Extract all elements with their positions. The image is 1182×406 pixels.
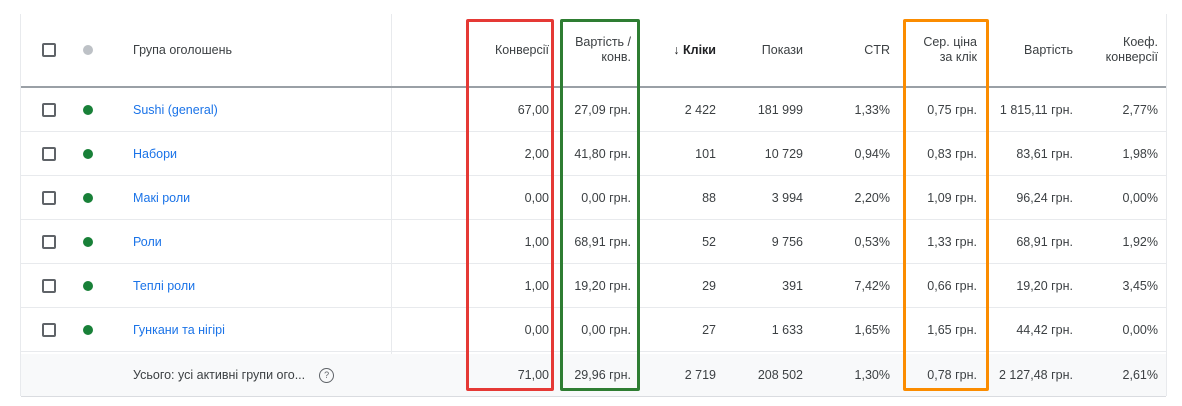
cell-cost: 96,24 грн.	[1016, 190, 1073, 205]
table-header: Група оголошень Конверсії Вартість / кон…	[21, 14, 1166, 88]
table-row: Гункани та нігірі 0,00 0,00 грн. 27 1 633 1,6…	[21, 308, 1166, 352]
total-cost: 2 127,48 грн.	[998, 368, 1073, 382]
cell-avg-cpc: 1,09 грн.	[927, 190, 977, 205]
cell-clicks: 27	[702, 322, 716, 337]
cell-impressions: 3 994	[771, 190, 803, 205]
totals-label: Усього: усі активні групи ого... ?	[133, 354, 335, 396]
table-row: Sushi (general) 67,00 27,09 грн. 2 422 181 9…	[21, 88, 1166, 132]
cell-conversions: 67,00	[517, 102, 549, 117]
cell-cost-per-conv: 19,20 грн.	[574, 278, 631, 293]
cell-conv-rate: 0,00%	[1122, 322, 1158, 337]
cell-conv-rate: 1,92%	[1122, 234, 1158, 249]
ad-group-link[interactable]: Теплі роли	[133, 278, 196, 293]
cell-avg-cpc: 0,75 грн.	[927, 102, 977, 117]
ad-group-link[interactable]: Гункани та нігірі	[133, 322, 225, 337]
cell-impressions: 391	[782, 278, 803, 293]
row-checkbox[interactable]	[42, 146, 56, 161]
header-cost-per-conv[interactable]: Вартість / конв.	[575, 35, 631, 64]
cell-clicks: 29	[702, 278, 716, 293]
total-impressions: 208 502	[757, 368, 803, 382]
cell-conversions: 2,00	[524, 146, 549, 161]
column-divider	[391, 14, 392, 396]
status-enabled-icon	[83, 192, 93, 203]
cost-per-conv-highlight-box	[560, 19, 640, 391]
total-cost-per-conv: 29,96 грн.	[574, 368, 631, 382]
header-ad-group[interactable]: Група оголошень	[133, 42, 233, 57]
cell-cost-per-conv: 68,91 грн.	[574, 234, 631, 249]
cell-conversions: 1,00	[524, 278, 549, 293]
help-icon[interactable]: ?	[319, 367, 335, 383]
cell-clicks: 101	[695, 146, 716, 161]
ad-group-link[interactable]: Макі роли	[133, 190, 191, 205]
row-checkbox[interactable]	[42, 234, 56, 249]
select-all-checkbox[interactable]	[42, 43, 56, 57]
cell-cost: 19,20 грн.	[1016, 278, 1073, 293]
cell-conv-rate: 2,77%	[1122, 102, 1158, 117]
cell-ctr: 1,65%	[854, 322, 890, 337]
header-impressions[interactable]: Покази	[761, 42, 803, 57]
cell-cost: 68,91 грн.	[1016, 234, 1073, 249]
table-row: Теплі роли 1,00 19,20 грн. 29 391 7,42% 0,66 г…	[21, 264, 1166, 308]
header-avg-cpc[interactable]: Сер. ціна за клік	[923, 35, 977, 64]
total-conversions: 71,00	[517, 368, 549, 382]
header-conversions[interactable]: Конверсії	[494, 42, 549, 57]
row-checkbox[interactable]	[42, 278, 56, 293]
cell-clicks: 88	[702, 190, 716, 205]
status-enabled-icon	[83, 280, 93, 291]
header-cost[interactable]: Вартість	[1024, 42, 1073, 57]
ad-group-link[interactable]: Роли	[133, 234, 162, 249]
status-enabled-icon	[83, 104, 93, 115]
table-row: Роли 1,00 68,91 грн. 52 9 756 0,53% 1,33 грн. 6…	[21, 220, 1166, 264]
cell-avg-cpc: 1,65 грн.	[927, 322, 977, 337]
cell-clicks: 52	[702, 234, 716, 249]
row-checkbox[interactable]	[42, 322, 56, 337]
status-column-icon	[83, 45, 93, 55]
ad-group-link[interactable]: Sushi (general)	[133, 102, 218, 117]
cell-ctr: 7,42%	[854, 278, 890, 293]
cell-conversions: 0,00	[524, 322, 549, 337]
cell-cost: 83,61 грн.	[1016, 146, 1073, 161]
total-avg-cpc: 0,78 грн.	[927, 368, 977, 382]
cell-cost: 44,42 грн.	[1016, 322, 1073, 337]
cell-impressions: 10 729	[764, 146, 803, 161]
total-conv-rate: 2,61%	[1122, 368, 1158, 382]
table-row: Набори 2,00 41,80 грн. 101 10 729 0,94% 0,83 г…	[21, 132, 1166, 176]
cell-ctr: 1,33%	[854, 102, 890, 117]
cell-conversions: 0,00	[524, 190, 549, 205]
status-enabled-icon	[83, 324, 93, 335]
cell-ctr: 0,53%	[854, 234, 890, 249]
cell-cost: 1 815,11 грн.	[999, 102, 1073, 117]
cell-impressions: 1 633	[771, 322, 803, 337]
status-enabled-icon	[83, 148, 93, 159]
cell-avg-cpc: 0,83 грн.	[927, 146, 977, 161]
header-clicks-sorted[interactable]: ↓ Кліки	[673, 42, 716, 57]
row-checkbox[interactable]	[42, 190, 56, 205]
conversions-highlight-box	[466, 19, 554, 391]
ad-group-link[interactable]: Набори	[133, 146, 178, 161]
cell-conv-rate: 0,00%	[1122, 190, 1158, 205]
header-conv-rate[interactable]: Коеф. конверсії	[1105, 35, 1158, 64]
avg-cpc-highlight-box	[903, 19, 989, 391]
cell-conversions: 1,00	[524, 234, 549, 249]
cell-impressions: 9 756	[771, 234, 803, 249]
cell-impressions: 181 999	[757, 102, 803, 117]
cell-cost-per-conv: 41,80 грн.	[574, 146, 631, 161]
cell-avg-cpc: 0,66 грн.	[927, 278, 977, 293]
cell-cost-per-conv: 0,00 грн.	[581, 190, 631, 205]
row-checkbox[interactable]	[42, 102, 56, 117]
cell-ctr: 2,20%	[854, 190, 890, 205]
cell-conv-rate: 3,45%	[1122, 278, 1158, 293]
cell-cost-per-conv: 27,09 грн.	[574, 102, 631, 117]
table-row: Макі роли 0,00 0,00 грн. 88 3 994 2,20% 1,09 г…	[21, 176, 1166, 220]
cell-avg-cpc: 1,33 грн.	[927, 234, 977, 249]
status-enabled-icon	[83, 236, 93, 247]
total-clicks: 2 719	[684, 368, 716, 382]
cell-cost-per-conv: 0,00 грн.	[581, 322, 631, 337]
cell-clicks: 2 422	[684, 102, 716, 117]
cell-conv-rate: 1,98%	[1122, 146, 1158, 161]
cell-ctr: 0,94%	[854, 146, 890, 161]
total-ctr: 1,30%	[854, 368, 890, 382]
header-ctr[interactable]: CTR	[864, 42, 890, 57]
